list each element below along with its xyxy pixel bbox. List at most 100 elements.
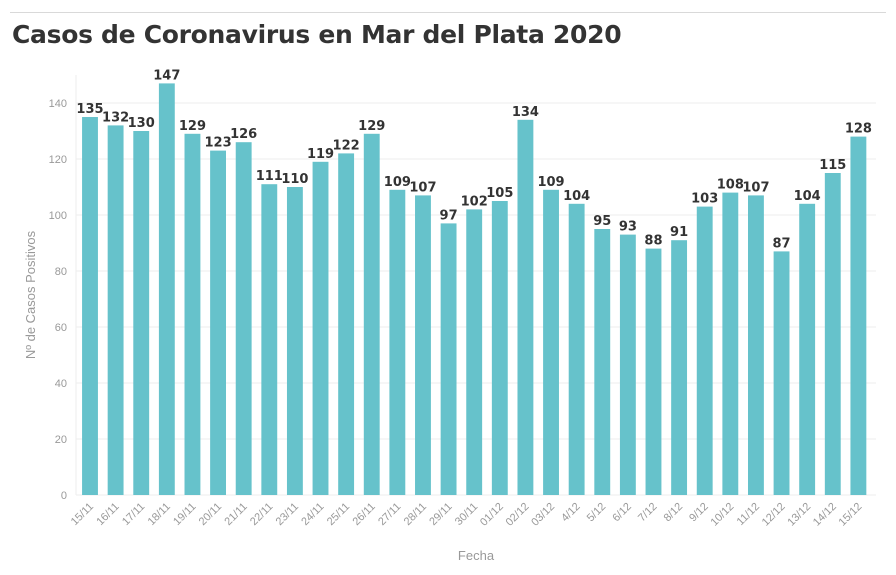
x-tick-label: 28/11 [402, 501, 429, 528]
x-tick-label: 5/12 [585, 501, 609, 525]
bar [594, 229, 611, 495]
data-label: 135 [76, 102, 103, 117]
data-label: 123 [204, 136, 231, 151]
x-tick-label: 9/12 [687, 501, 711, 525]
bar [312, 161, 329, 496]
bar [286, 187, 303, 495]
bar [363, 133, 380, 496]
bar [158, 83, 175, 496]
data-label: 104 [794, 189, 821, 204]
bar [491, 201, 508, 495]
data-label: 107 [742, 180, 769, 195]
bar [824, 173, 841, 495]
bar [722, 192, 739, 495]
x-tick-label: 8/12 [662, 501, 686, 525]
data-label: 105 [486, 186, 513, 201]
bar [850, 136, 867, 495]
bar [799, 203, 816, 496]
y-tick-label: 60 [55, 322, 67, 334]
bar [466, 209, 483, 495]
data-label: 87 [773, 236, 791, 251]
data-label: 119 [307, 147, 334, 162]
bar [338, 153, 355, 495]
data-label: 130 [128, 116, 155, 131]
data-label: 104 [563, 189, 590, 204]
x-tick-label: 12/12 [760, 501, 788, 529]
x-tick-label: 14/12 [811, 501, 839, 529]
x-tick-label: 26/11 [350, 501, 377, 528]
data-label: 97 [440, 208, 458, 223]
data-label: 93 [619, 220, 637, 235]
chart-title: Casos de Coronavirus en Mar del Plata 20… [12, 20, 622, 49]
x-tick-label: 25/11 [325, 501, 352, 528]
bar [184, 133, 201, 496]
y-axis-title: Nº de Casos Positivos [23, 230, 38, 359]
y-tick-label: 40 [55, 378, 67, 390]
data-label: 91 [670, 225, 688, 240]
data-label: 102 [461, 194, 488, 209]
y-tick-label: 0 [61, 490, 67, 502]
bar [671, 240, 688, 495]
bar [543, 189, 559, 496]
x-tick-label: 11/12 [735, 501, 762, 528]
x-axis-ticks: 15/1116/1117/1118/1119/1120/1121/1122/11… [69, 501, 865, 529]
x-tick-label: 18/11 [146, 501, 173, 528]
bar [235, 142, 252, 495]
x-tick-label: 01/12 [478, 501, 506, 529]
x-tick-label: 7/12 [636, 501, 660, 525]
data-labels: 1351321301471291231261111101191221291091… [76, 68, 872, 251]
bar [133, 131, 150, 495]
x-tick-label: 16/11 [94, 501, 121, 528]
x-tick-label: 17/11 [120, 501, 147, 528]
data-label: 109 [384, 175, 411, 190]
x-tick-label: 6/12 [610, 501, 634, 525]
data-label: 88 [644, 234, 662, 249]
data-label: 108 [717, 178, 744, 193]
bar [517, 119, 534, 496]
x-tick-label: 02/12 [504, 501, 532, 529]
x-tick-label: 15/12 [837, 501, 865, 529]
bar [261, 184, 278, 495]
y-tick-label: 20 [55, 434, 67, 446]
bar [619, 234, 636, 495]
y-tick-label: 100 [49, 210, 67, 222]
data-label: 134 [512, 105, 539, 120]
bar [773, 251, 790, 495]
data-label: 107 [409, 180, 436, 195]
bar [696, 206, 713, 495]
data-label: 95 [593, 214, 611, 229]
data-label: 111 [256, 169, 283, 184]
bar [415, 195, 431, 495]
x-tick-label: 20/11 [197, 501, 224, 528]
bar [645, 248, 662, 495]
data-label: 122 [333, 138, 360, 153]
data-label: 129 [179, 119, 206, 134]
bar [747, 195, 764, 495]
data-label: 115 [819, 158, 846, 173]
y-axis-ticks: 0 20 40 60 80 100 120 140 [49, 98, 67, 502]
x-tick-label: 15/11 [69, 501, 96, 528]
y-tick-label: 140 [49, 98, 67, 110]
bar [440, 223, 457, 495]
x-tick-label: 4/12 [559, 501, 583, 525]
x-tick-label: 24/11 [299, 501, 326, 528]
x-tick-label: 21/11 [222, 501, 249, 528]
data-label: 126 [230, 127, 257, 142]
data-label: 129 [358, 119, 385, 134]
bar [107, 125, 124, 496]
x-tick-label: 10/12 [708, 501, 736, 529]
x-tick-label: 19/11 [171, 501, 198, 528]
x-tick-label: 22/11 [248, 501, 275, 528]
bar [210, 150, 227, 495]
x-tick-label: 27/11 [376, 501, 403, 528]
bar [82, 117, 98, 495]
bars [82, 83, 867, 496]
data-label: 103 [691, 192, 718, 207]
data-label: 132 [102, 110, 129, 125]
x-tick-label: 13/12 [785, 501, 813, 529]
x-tick-label: 29/11 [427, 501, 454, 528]
data-label: 110 [281, 172, 308, 187]
y-tick-label: 80 [55, 266, 67, 278]
data-label: 147 [153, 68, 180, 83]
